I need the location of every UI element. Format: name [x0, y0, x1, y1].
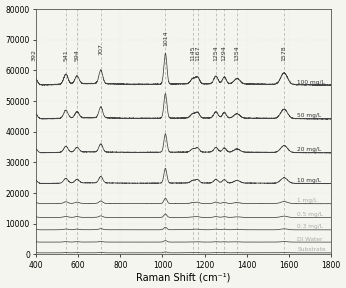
Text: 1294: 1294	[222, 45, 227, 61]
Text: 1354: 1354	[235, 46, 239, 61]
Text: 1167: 1167	[195, 46, 200, 61]
Text: 10 mg/L: 10 mg/L	[297, 178, 321, 183]
Text: 594: 594	[74, 49, 80, 61]
Text: 0.3 mg/L: 0.3 mg/L	[297, 224, 323, 229]
Text: 707: 707	[98, 43, 103, 55]
Text: DI Water: DI Water	[297, 236, 323, 242]
Text: 541: 541	[63, 50, 69, 61]
Text: 392: 392	[32, 49, 37, 61]
Text: 0.5 mg/L: 0.5 mg/L	[297, 212, 323, 217]
Text: 1578: 1578	[282, 46, 286, 61]
Text: Substrate: Substrate	[297, 247, 326, 252]
Text: 1145: 1145	[190, 46, 195, 61]
Text: 1254: 1254	[213, 46, 218, 61]
Text: 20 mg/L: 20 mg/L	[297, 147, 321, 152]
Text: 50 mg/L: 50 mg/L	[297, 113, 321, 118]
Text: 100 mg/L: 100 mg/L	[297, 79, 325, 85]
X-axis label: Raman Shift (cm⁻¹): Raman Shift (cm⁻¹)	[136, 272, 231, 283]
Text: 1014: 1014	[163, 30, 168, 46]
Text: 1 mg/L: 1 mg/L	[297, 198, 317, 203]
